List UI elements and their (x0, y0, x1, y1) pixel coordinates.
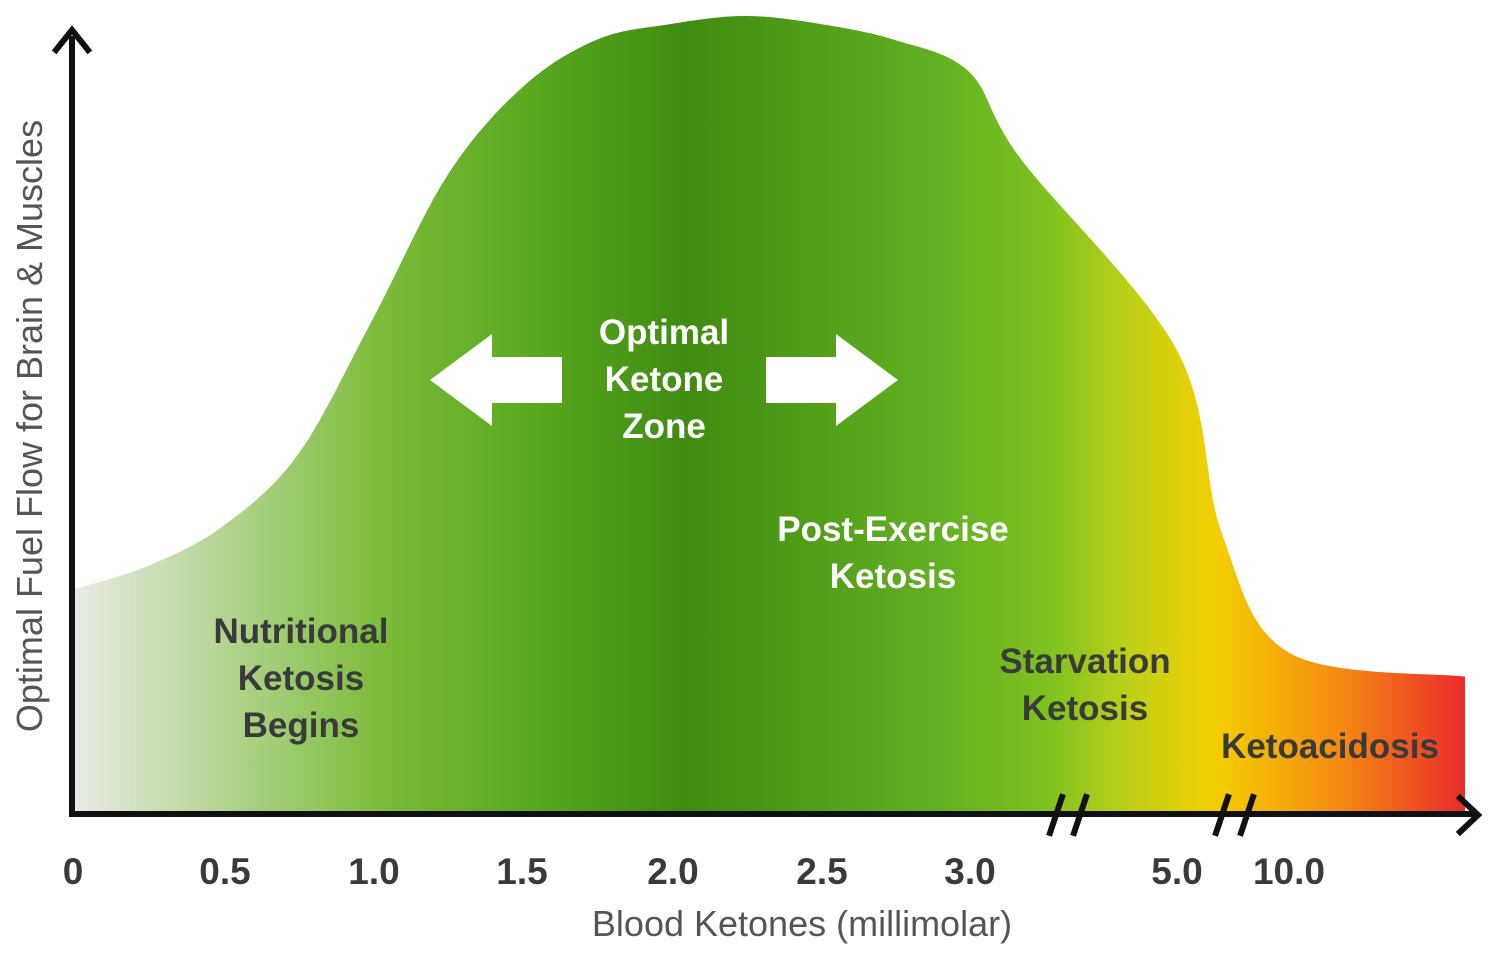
nutritional-line: Begins (243, 706, 360, 745)
nutritional-line: Ketosis (238, 659, 364, 698)
right-arrow-icon (766, 334, 898, 426)
nutritional-line: Nutritional (214, 612, 389, 651)
optimal-zone-label: Optimal Ketone Zone (599, 313, 729, 446)
x-tick-label: 3.0 (944, 851, 995, 892)
x-tick-label: 10.0 (1253, 851, 1325, 892)
axis-break-1 (1046, 793, 1090, 837)
x-tick-label: 2.0 (647, 851, 698, 892)
y-axis-title: Optimal Fuel Flow for Brain & Muscles (9, 120, 50, 732)
x-tick-label: 0 (63, 851, 84, 892)
starvation-line: Ketosis (1022, 689, 1148, 728)
x-tick-labels: 0 0.5 1.0 1.5 2.0 2.5 3.0 5.0 10.0 (63, 851, 1325, 892)
y-axis-arrow-icon (51, 25, 93, 55)
starvation-ketosis-label: Starvation Ketosis (999, 642, 1170, 728)
x-tick-label: 1.0 (348, 851, 399, 892)
nutritional-ketosis-label: Nutritional Ketosis Begins (214, 612, 389, 745)
post-exercise-line: Post-Exercise (777, 510, 1009, 549)
axis-break-2 (1212, 793, 1257, 837)
optimal-zone-line: Ketone (605, 360, 724, 399)
x-axis-title: Blood Ketones (millimolar) (592, 903, 1012, 944)
optimal-zone-line: Zone (622, 407, 706, 446)
ketoacidosis-label: Ketoacidosis (1221, 727, 1439, 766)
optimal-zone-line: Optimal (599, 313, 729, 352)
post-exercise-line: Ketosis (830, 557, 956, 596)
x-tick-label: 1.5 (496, 851, 547, 892)
post-exercise-label: Post-Exercise Ketosis (777, 510, 1009, 596)
x-tick-label: 0.5 (199, 851, 250, 892)
x-axis-arrow-icon (1455, 793, 1483, 837)
x-tick-label: 5.0 (1151, 851, 1202, 892)
x-tick-label: 2.5 (796, 851, 847, 892)
left-arrow-icon (430, 334, 562, 426)
starvation-line: Starvation (999, 642, 1170, 681)
ketone-curve-area (75, 16, 1465, 812)
